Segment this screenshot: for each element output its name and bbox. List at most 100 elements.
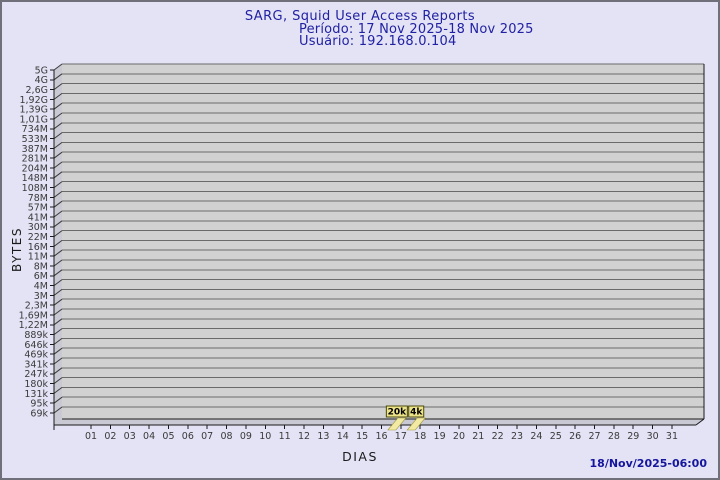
wall-tick	[53, 406, 63, 414]
y-tick-label: 1,39G	[19, 105, 48, 116]
wall-tick	[53, 63, 63, 71]
wall-tick	[53, 161, 63, 169]
wall-tick	[53, 269, 63, 277]
wall-tick	[53, 230, 63, 238]
wall-tick	[53, 181, 63, 189]
y-tick-label: 148M	[22, 173, 48, 184]
y-tick-label: 41M	[28, 212, 48, 223]
x-axis-title: DIAS	[342, 449, 378, 464]
generation-timestamp: 18/Nov/2025-06:00	[589, 457, 707, 470]
y-tick-label: 204M	[22, 163, 48, 174]
wall-tick	[53, 377, 63, 385]
wall-tick	[53, 239, 63, 247]
y-tick-label: 247k	[24, 369, 48, 380]
wall-tick	[53, 112, 63, 120]
chart-title: SARG, Squid User Access Reports	[244, 9, 476, 24]
x-tick-label: 23	[511, 431, 523, 442]
bar-value-label: 4k	[410, 408, 423, 418]
wall-tick	[53, 73, 63, 81]
plot-floor	[54, 419, 704, 425]
y-tick-label: 5G	[35, 65, 48, 76]
y-tick-label: 95k	[30, 399, 48, 410]
y-tick-label: 1,92G	[19, 95, 48, 106]
x-tick-label: 03	[124, 431, 136, 442]
x-tick-label: 06	[182, 431, 194, 442]
y-tick-label: 4M	[34, 281, 48, 292]
x-tick-label: 18	[414, 431, 426, 442]
wall-tick	[53, 308, 63, 316]
wall-tick	[53, 328, 63, 336]
y-tick-label: 341k	[24, 359, 48, 370]
y-tick-label: 22M	[28, 232, 48, 243]
wall-tick	[53, 141, 63, 149]
y-tick-label: 2,6G	[26, 85, 48, 96]
x-tick-label: 07	[201, 431, 213, 442]
wall-tick	[53, 396, 63, 404]
y-tick-label: 646k	[24, 340, 48, 351]
y-tick-label: 69k	[30, 408, 48, 419]
y-tick-label: 889k	[24, 330, 48, 341]
x-tick-label: 20	[453, 431, 465, 442]
wall-tick	[53, 210, 63, 218]
bar-day-17	[387, 417, 407, 431]
x-tick-label: 01	[85, 431, 97, 442]
x-tick-label: 15	[356, 431, 368, 442]
y-tick-label: 180k	[24, 379, 48, 390]
chart-period: Período: 17 Nov 2025-18 Nov 2025	[299, 22, 534, 37]
y-tick-label: 30M	[28, 222, 48, 233]
wall-tick	[53, 288, 63, 296]
x-tick-label: 14	[337, 431, 349, 442]
y-tick-label: 469k	[24, 350, 48, 361]
y-tick-label: 8M	[34, 261, 48, 272]
y-tick-label: 1,01G	[19, 114, 48, 125]
y-tick-label: 16M	[28, 242, 48, 253]
wall-tick	[53, 190, 63, 198]
x-tick-label: 27	[588, 431, 600, 442]
bar-value-box	[408, 405, 425, 418]
y-tick-label: 734M	[22, 124, 48, 135]
y-tick-label: 533M	[22, 134, 48, 145]
bar-value-box	[385, 405, 408, 418]
wall-tick	[53, 132, 63, 140]
wall-tick	[53, 259, 63, 267]
floor-right-diagonal	[695, 418, 705, 426]
wall-tick	[53, 298, 63, 306]
x-tick-label: 04	[143, 431, 155, 442]
x-tick-label: 31	[666, 431, 678, 442]
wall-tick	[53, 347, 63, 355]
plot-back-wall	[62, 64, 704, 419]
x-tick-label: 28	[608, 431, 620, 442]
x-tick-label: 13	[317, 431, 329, 442]
wall-tick	[53, 318, 63, 326]
x-tick-label: 10	[259, 431, 271, 442]
x-tick-label: 12	[298, 431, 310, 442]
y-tick-label: 281M	[22, 154, 48, 165]
y-tick-label: 78M	[28, 193, 48, 204]
y-tick-label: 387M	[22, 144, 48, 155]
y-tick-label: 6M	[34, 271, 48, 282]
wall-tick	[53, 249, 63, 257]
wall-tick	[53, 200, 63, 208]
x-tick-label: 19	[434, 431, 446, 442]
x-tick-label: 11	[279, 431, 291, 442]
x-tick-label: 29	[627, 431, 639, 442]
wall-tick	[53, 357, 63, 365]
x-tick-label: 24	[530, 431, 542, 442]
y-tick-label: 11M	[28, 252, 48, 263]
bar-value-label: 20k	[388, 408, 408, 418]
y-tick-label: 131k	[24, 389, 48, 400]
x-tick-label: 16	[375, 431, 387, 442]
x-tick-label: 21	[472, 431, 484, 442]
y-axis-title: BYTES	[10, 227, 24, 272]
x-tick-label: 17	[395, 431, 407, 442]
x-tick-label: 26	[569, 431, 581, 442]
wall-tick	[53, 337, 63, 345]
y-tick-label: 2,3M	[25, 301, 48, 312]
x-tick-label: 30	[647, 431, 659, 442]
x-tick-label: 02	[104, 431, 116, 442]
wall-tick	[53, 279, 63, 287]
x-tick-label: 25	[550, 431, 562, 442]
wall-tick	[53, 122, 63, 130]
